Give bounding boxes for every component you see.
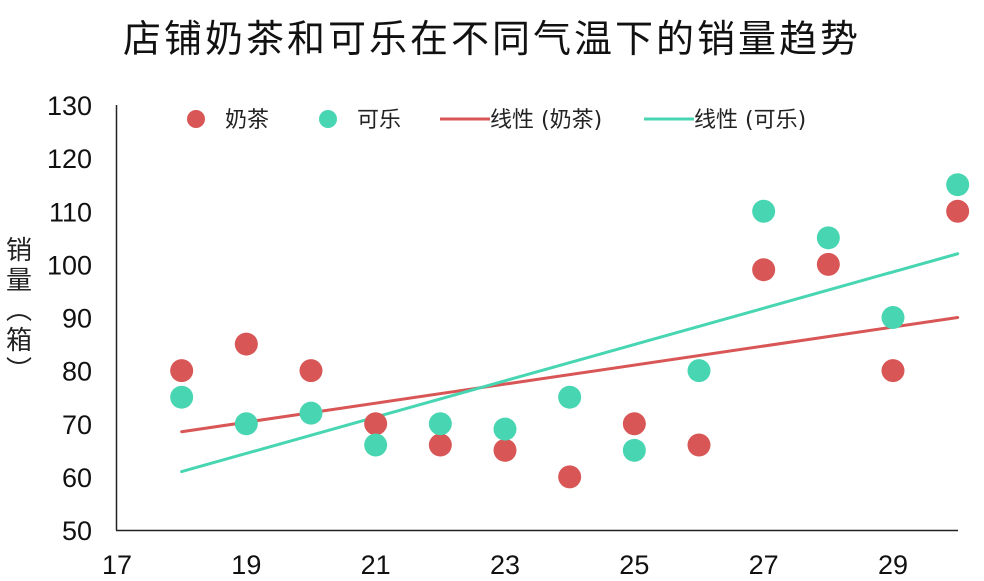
- trendlines: [180, 252, 960, 474]
- y-tick-label: 130: [47, 91, 92, 121]
- data-point: [687, 359, 711, 383]
- data-point: [946, 199, 970, 223]
- data-point: [299, 359, 323, 383]
- data-point: [946, 173, 970, 197]
- y-tick-label: 60: [62, 463, 92, 493]
- data-point: [622, 438, 646, 462]
- legend-label: 线性 (奶茶): [490, 108, 602, 133]
- data-point: [493, 417, 517, 441]
- x-tick-label: 19: [231, 550, 261, 580]
- y-axis-label: 销 量 ︵ 箱 ︶: [2, 236, 36, 386]
- x-axis-ticks: 17 19 21 23 25 27 29: [102, 550, 908, 580]
- data-point: [170, 359, 194, 383]
- data-point: [881, 359, 905, 383]
- data-point: [558, 465, 582, 489]
- legend-label: 可乐: [357, 108, 401, 133]
- chart-title: 店铺奶茶和可乐在不同气温下的销量趋势: [122, 17, 861, 61]
- data-point: [687, 433, 711, 457]
- legend-label: 奶茶: [225, 108, 269, 133]
- data-point: [752, 199, 776, 223]
- y-axis-label-char: 量: [5, 266, 32, 296]
- trendline: [180, 316, 960, 434]
- y-axis-label-char: 销: [5, 236, 32, 266]
- y-tick-label: 50: [62, 516, 92, 546]
- x-tick-label: 17: [102, 550, 132, 580]
- y-axis-label-char: ︶: [5, 356, 32, 386]
- y-tick-label: 120: [47, 144, 92, 174]
- data-point: [558, 385, 582, 409]
- trendline: [180, 252, 960, 474]
- data-point: [816, 252, 840, 276]
- legend-label: 线性 (可乐): [694, 108, 806, 133]
- data-point: [234, 332, 258, 356]
- legend-marker-icon: [187, 110, 205, 128]
- y-tick-label: 80: [62, 357, 92, 387]
- y-axis-label-char: 箱: [5, 326, 32, 356]
- data-point: [622, 412, 646, 436]
- x-tick-label: 29: [878, 550, 908, 580]
- data-point: [428, 412, 452, 436]
- legend: 奶茶 可乐 线性 (奶茶) 线性 (可乐): [187, 108, 806, 133]
- data-point: [299, 401, 323, 425]
- y-axis-ticks: 50 60 70 80 90 100 110 120 130: [47, 91, 92, 546]
- data-point: [364, 433, 388, 457]
- y-axis-label-char: ︵: [5, 296, 32, 326]
- data-point: [881, 306, 905, 329]
- data-points: [170, 173, 970, 489]
- y-tick-label: 70: [62, 410, 92, 440]
- x-tick-label: 23: [490, 550, 520, 580]
- data-point: [752, 258, 776, 282]
- y-tick-label: 110: [49, 197, 92, 227]
- x-tick-label: 25: [619, 550, 649, 580]
- data-point: [234, 412, 258, 436]
- x-tick-label: 27: [749, 550, 779, 580]
- data-point: [493, 438, 517, 462]
- y-tick-label: 90: [62, 304, 92, 334]
- data-point: [364, 412, 388, 436]
- data-point: [428, 433, 452, 457]
- x-tick-label: 21: [361, 550, 391, 580]
- data-point: [816, 226, 840, 250]
- legend-marker-icon: [319, 110, 337, 128]
- y-tick-label: 100: [47, 250, 92, 280]
- data-point: [170, 385, 194, 409]
